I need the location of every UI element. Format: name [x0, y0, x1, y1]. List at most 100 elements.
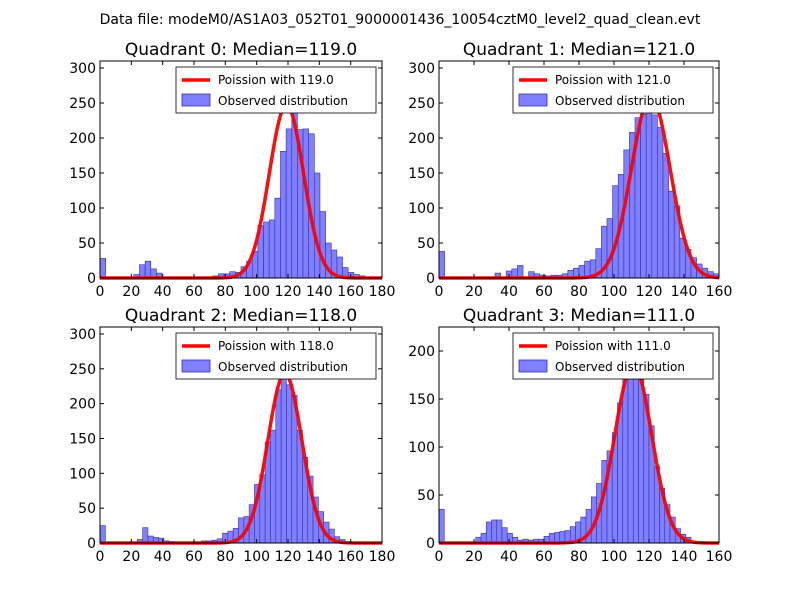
histogram-bar	[517, 265, 524, 279]
y-tick-label: 50	[78, 501, 96, 517]
y-tick-label: 150	[69, 166, 96, 182]
x-tick-label: 0	[435, 549, 444, 565]
legend-bars-swatch	[181, 93, 211, 107]
histogram-bar	[496, 519, 503, 544]
histogram-bar	[270, 429, 277, 544]
x-tick-label: 160	[337, 549, 364, 565]
y-tick-label: 100	[408, 201, 435, 217]
histogram-bar	[606, 218, 613, 279]
legend-curve-label: Poission with 118.0	[218, 339, 334, 353]
histogram-bar	[280, 373, 287, 544]
y-tick-label: 250	[408, 96, 435, 112]
y-tick-label: 300	[69, 327, 96, 343]
chart-title: Quadrant 0: Median=119.0	[125, 40, 357, 60]
poisson-curve	[439, 362, 719, 545]
x-tick-label: 100	[243, 284, 270, 300]
histogram-bar	[627, 365, 634, 544]
x-tick-label: 20	[122, 284, 140, 300]
x-tick-label: 180	[369, 284, 396, 300]
plot-frame	[99, 326, 383, 544]
x-tick-label: 120	[636, 549, 663, 565]
histogram-bar	[662, 153, 669, 279]
x-tick-label: 120	[275, 284, 302, 300]
figure-suptitle: Data file: modeM0/AS1A03_052T01_90000014…	[100, 12, 701, 28]
histogram-bar	[99, 525, 106, 544]
x-tick-label: 140	[306, 549, 333, 565]
y-tick-label: 0	[426, 271, 435, 287]
x-tick-label: 140	[306, 284, 333, 300]
histogram-bar	[99, 258, 106, 279]
histogram-bar	[280, 151, 287, 279]
legend-curve-label: Poission with 111.0	[555, 339, 671, 353]
x-tick-label: 40	[154, 549, 172, 565]
y-tick-label: 200	[408, 131, 435, 147]
x-tick-label: 160	[706, 549, 733, 565]
histogram-bar	[319, 211, 326, 279]
histogram-bar	[668, 190, 675, 279]
histogram-bar	[438, 509, 445, 544]
y-tick-label: 0	[426, 536, 435, 552]
legend-bars-label: Observed distribution	[555, 360, 685, 374]
poisson-curve	[100, 103, 382, 280]
histogram-bar	[285, 128, 293, 279]
x-tick-label: 40	[500, 549, 518, 565]
histogram-bar	[645, 96, 653, 279]
x-tick-label: 20	[465, 549, 483, 565]
x-tick-label: 60	[185, 284, 203, 300]
histogram-bar	[314, 172, 321, 279]
histogram-bar	[640, 113, 647, 279]
histogram-bar	[585, 509, 592, 544]
chart-panel-3: 0 20 40 60 80 100 120 140 160 0 50 100 150 200 Quadran…	[408, 306, 732, 565]
legend-curve-label: Poission with 119.0	[218, 73, 334, 87]
x-tick-label: 80	[570, 284, 588, 300]
histogram-bar	[142, 527, 149, 544]
chart-title: Quadrant 1: Median=121.0	[463, 40, 695, 60]
y-tick-label: 150	[408, 166, 435, 182]
histogram-bar	[263, 221, 270, 279]
x-tick-label: 20	[122, 549, 140, 565]
y-tick-label: 50	[417, 488, 435, 504]
x-tick-label: 0	[96, 284, 105, 300]
y-tick-label: 200	[69, 131, 96, 147]
legend-bars-swatch	[518, 359, 548, 373]
poisson-curve	[100, 371, 382, 545]
x-tick-label: 100	[601, 284, 628, 300]
x-tick-label: 60	[535, 549, 553, 565]
x-tick-label: 80	[570, 549, 588, 565]
chart-panel-2: 0 20 40 60 80 100 120 140 160 180 0 50 100 150 200 250 3…	[69, 306, 395, 565]
histogram-bar	[144, 260, 152, 279]
x-tick-label: 140	[671, 284, 698, 300]
plot-frame	[99, 60, 383, 279]
histogram-bar	[268, 219, 276, 279]
histogram-bar	[622, 373, 629, 544]
y-tick-label: 100	[69, 201, 96, 217]
x-tick-label: 80	[216, 284, 234, 300]
y-tick-label: 200	[69, 397, 96, 413]
x-tick-label: 60	[535, 284, 553, 300]
histogram-bar	[438, 251, 445, 279]
histogram-bar	[274, 197, 281, 279]
y-tick-label: 50	[78, 236, 96, 252]
histogram-bar	[501, 527, 508, 544]
x-tick-label: 160	[337, 284, 364, 300]
x-tick-label: 60	[185, 549, 203, 565]
histogram-bar	[651, 114, 658, 279]
y-tick-label: 0	[87, 536, 96, 552]
x-tick-label: 40	[500, 284, 518, 300]
y-tick-label: 250	[69, 96, 96, 112]
histogram-bar	[491, 519, 498, 544]
y-tick-label: 150	[69, 431, 96, 447]
histogram-bar	[657, 127, 664, 279]
x-tick-label: 40	[154, 284, 172, 300]
histogram-bar	[638, 372, 645, 544]
chart-panel-1: 0 20 40 60 80 100 120 140 160 0 50 100 150 200 250 300 Q…	[408, 40, 732, 300]
histogram-bar	[286, 384, 293, 544]
histogram-bar	[485, 521, 492, 544]
x-tick-label: 0	[96, 549, 105, 565]
y-tick-label: 300	[408, 61, 435, 77]
chart-title: Quadrant 3: Median=111.0	[463, 306, 695, 326]
y-tick-label: 50	[417, 236, 435, 252]
y-tick-label: 150	[408, 392, 435, 408]
y-tick-label: 100	[408, 440, 435, 456]
legend-bars-swatch	[518, 93, 548, 107]
